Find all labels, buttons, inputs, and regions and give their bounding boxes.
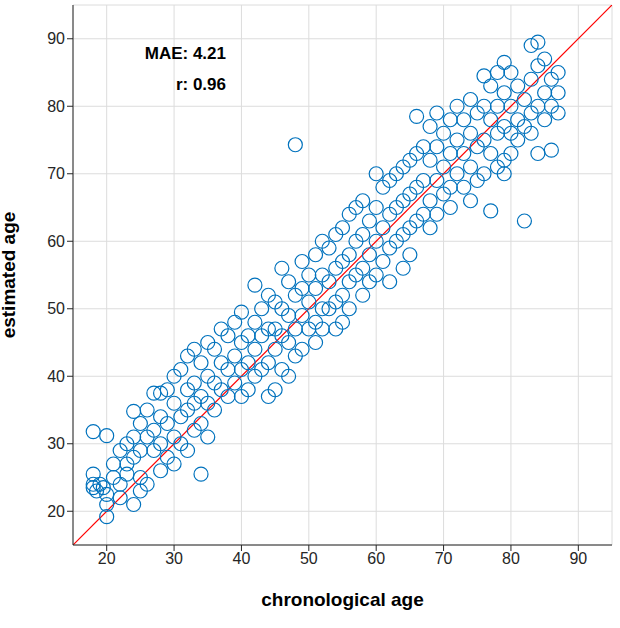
svg-text:30: 30 [165, 550, 183, 567]
svg-text:70: 70 [435, 550, 453, 567]
svg-text:80: 80 [502, 550, 520, 567]
svg-text:40: 40 [47, 368, 65, 385]
svg-text:50: 50 [300, 550, 318, 567]
svg-text:30: 30 [47, 435, 65, 452]
svg-text:90: 90 [569, 550, 587, 567]
svg-text:80: 80 [47, 98, 65, 115]
svg-text:60: 60 [367, 550, 385, 567]
html-text:r: 0.96: r: 0.96 [175, 75, 226, 94]
svg-text:chronological age: chronological age [261, 589, 424, 610]
svg-text:20: 20 [47, 503, 65, 520]
svg-text:90: 90 [47, 30, 65, 47]
svg-text:50: 50 [47, 300, 65, 317]
html-text:MAE: 4.21: MAE: 4.21 [144, 44, 226, 63]
svg-text:40: 40 [233, 550, 251, 567]
svg-text:70: 70 [47, 165, 65, 182]
svg-text:estimated age: estimated age [8, 212, 19, 339]
svg-text:60: 60 [47, 233, 65, 250]
svg-text:20: 20 [98, 550, 116, 567]
